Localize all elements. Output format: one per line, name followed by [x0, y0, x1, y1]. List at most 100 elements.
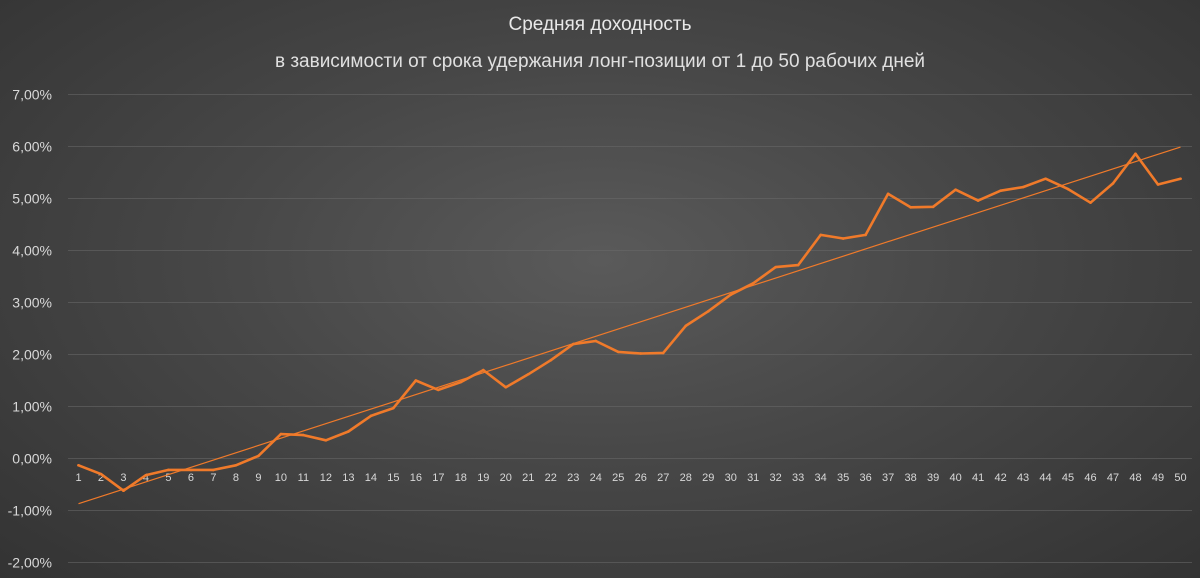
- data-point: [1066, 187, 1070, 191]
- x-tick-label: 32: [770, 472, 782, 484]
- data-point: [1021, 185, 1025, 189]
- x-tick-label: 27: [657, 472, 669, 484]
- x-tick-label: 25: [612, 472, 624, 484]
- data-point: [864, 233, 867, 237]
- data-point: [616, 350, 620, 354]
- y-tick-label: -1,00%: [8, 503, 52, 519]
- y-tick-label: 1,00%: [12, 399, 52, 415]
- x-tick-label: 21: [522, 472, 534, 484]
- y-tick-label: -2,00%: [8, 555, 52, 571]
- x-tick-label: 1: [75, 472, 81, 484]
- data-point: [526, 372, 530, 376]
- x-tick-label: 46: [1084, 472, 1096, 484]
- x-tick-label: 20: [500, 472, 512, 484]
- x-tick-label: 24: [590, 472, 602, 484]
- data-point: [639, 352, 643, 355]
- data-point: [1044, 177, 1047, 181]
- data-point: [482, 368, 485, 372]
- x-tick-label: 14: [365, 472, 377, 484]
- x-tick-label: 6: [188, 472, 194, 484]
- x-tick-label: 33: [792, 472, 804, 484]
- data-point: [886, 192, 890, 196]
- y-tick-label: 6,00%: [12, 139, 52, 155]
- data-point: [684, 324, 688, 328]
- x-tick-label: 40: [949, 472, 961, 484]
- data-point: [819, 233, 822, 237]
- data-point: [931, 205, 935, 209]
- data-point: [324, 439, 328, 442]
- data-point: [729, 293, 733, 297]
- x-tick-label: 19: [477, 472, 489, 484]
- x-tick-label: 28: [680, 472, 692, 484]
- data-point: [122, 489, 125, 493]
- data-point: [99, 472, 103, 476]
- data-point: [437, 388, 440, 392]
- x-tick-label: 30: [725, 472, 737, 484]
- x-tick-label: 29: [702, 472, 714, 484]
- x-tick-label: 8: [233, 472, 239, 484]
- data-point: [571, 342, 575, 346]
- x-tick-label: 39: [927, 472, 939, 484]
- y-tick-label: 5,00%: [12, 191, 52, 207]
- x-tick-label: 43: [1017, 472, 1029, 484]
- data-point: [549, 358, 553, 362]
- data-point: [706, 310, 710, 313]
- x-tick-label: 18: [455, 472, 467, 484]
- data-point: [841, 237, 845, 240]
- x-tick-label: 36: [860, 472, 872, 484]
- data-point: [212, 468, 215, 472]
- data-point: [459, 380, 463, 384]
- data-point: [504, 385, 508, 389]
- data-point: [751, 281, 755, 285]
- data-point: [369, 414, 373, 418]
- data-point: [1179, 177, 1182, 181]
- x-tick-label: 9: [255, 472, 261, 484]
- data-point: [279, 432, 283, 436]
- x-tick-label: 44: [1039, 472, 1051, 484]
- y-tick-label: 7,00%: [12, 87, 52, 103]
- x-tick-label: 11: [298, 472, 309, 484]
- data-point: [954, 188, 957, 191]
- x-tick-label: 38: [904, 472, 916, 484]
- x-tick-label: 37: [882, 472, 894, 484]
- x-tick-label: 4: [143, 472, 149, 484]
- data-point: [796, 263, 800, 267]
- data-point: [167, 468, 170, 472]
- x-tick-label: 48: [1129, 472, 1141, 484]
- x-tick-label: 49: [1152, 472, 1164, 484]
- x-tick-label: 10: [275, 472, 287, 484]
- x-tick-label: 3: [120, 472, 126, 484]
- x-tick-label: 22: [545, 472, 557, 484]
- data-point: [999, 189, 1002, 192]
- x-tick-label: 41: [972, 472, 984, 484]
- x-tick-label: 26: [635, 472, 647, 484]
- data-point: [661, 351, 665, 355]
- data-point: [1134, 152, 1137, 156]
- x-tick-label: 47: [1107, 472, 1119, 484]
- data-point: [189, 468, 193, 472]
- x-tick-label: 45: [1062, 472, 1074, 484]
- y-tick-label: 3,00%: [12, 295, 52, 311]
- x-tick-label: 23: [567, 472, 579, 484]
- data-point: [1111, 182, 1115, 185]
- x-tick-label: 50: [1174, 472, 1186, 484]
- x-tick-label: 12: [320, 472, 332, 484]
- data-point: [1089, 201, 1092, 204]
- chart-subtitle: в зависимости от срока удержания лонг-по…: [274, 51, 926, 72]
- x-tick-label: 13: [342, 472, 354, 484]
- data-point: [144, 473, 148, 477]
- x-tick-label: 7: [210, 472, 216, 484]
- y-tick-label: 4,00%: [12, 243, 52, 259]
- x-tick-label: 31: [747, 472, 759, 484]
- data-point: [909, 206, 912, 209]
- x-tick-label: 34: [815, 472, 827, 484]
- chart-title: Средняя доходность: [508, 14, 692, 35]
- data-point: [257, 454, 260, 458]
- data-point: [1156, 183, 1160, 186]
- x-tick-label: 5: [165, 472, 171, 484]
- data-point: [302, 433, 305, 437]
- x-tick-label: 16: [410, 472, 422, 484]
- x-tick-label: 35: [837, 472, 849, 484]
- data-point: [77, 463, 80, 467]
